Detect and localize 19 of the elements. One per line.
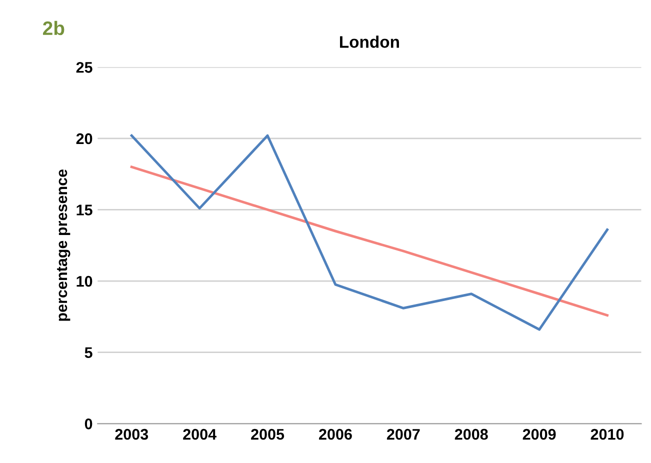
y-tick-label: 0 [84, 418, 92, 430]
line-series [130, 134, 609, 331]
text: 2b [42, 20, 64, 36]
x-tick-label: 2005 [251, 428, 284, 440]
y-tick-label: 10 [76, 276, 92, 287]
y-axis-title: percentage presence [57, 169, 70, 321]
line-series [130, 166, 609, 317]
x-tick-label: 2003 [115, 428, 148, 440]
x-tick-label: 2007 [386, 428, 420, 440]
y-tick-label: 5 [84, 347, 92, 358]
y-tick-label: 20 [76, 133, 92, 144]
x-tick-label: 2006 [319, 428, 352, 440]
y-tick-label: 25 [76, 62, 92, 73]
x-tick-label: 2010 [590, 428, 624, 440]
x-tick-label: 2008 [454, 428, 488, 440]
x-tick-label: 2004 [183, 428, 216, 440]
y-tick-label: 15 [76, 204, 92, 216]
chart-title: London [340, 36, 399, 48]
x-tick-label: 2009 [522, 428, 556, 440]
